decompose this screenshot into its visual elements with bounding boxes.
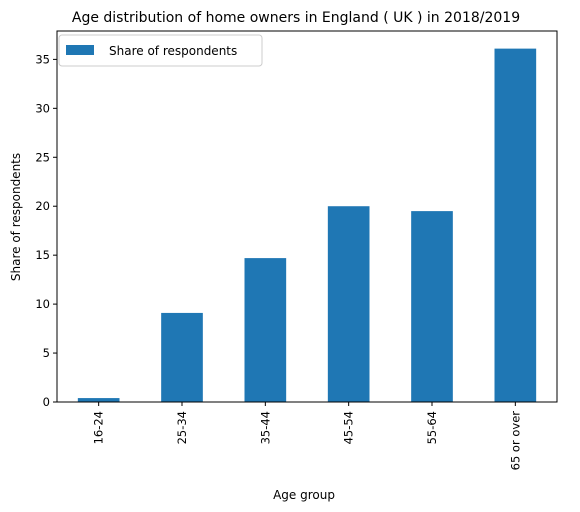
y-tick-label: 25 <box>35 150 50 164</box>
y-tick-label: 20 <box>35 199 50 213</box>
bar-55-64 <box>411 211 453 402</box>
x-tick-label: 35-44 <box>258 411 272 444</box>
legend: Share of respondents <box>58 34 263 67</box>
x-tick-label: 16-24 <box>92 411 106 444</box>
y-tick-label: 10 <box>35 297 50 311</box>
bar-16-24 <box>77 398 120 402</box>
x-axis-ticks: 16-24 25-34 35-44 45-54 55-64 65 or over <box>92 402 522 471</box>
bar-65-or-over <box>494 48 537 402</box>
y-tick-label: 30 <box>35 101 50 115</box>
bar-35-44 <box>244 258 287 402</box>
legend-box <box>58 34 263 67</box>
legend-swatch <box>66 45 94 55</box>
x-tick-label: 25-34 <box>175 411 189 444</box>
bars-group <box>77 48 537 402</box>
y-axis-ticks: 0 5 10 15 20 25 30 35 <box>35 52 57 409</box>
bar-25-34 <box>161 312 203 402</box>
x-axis-label: Age group <box>273 488 335 502</box>
y-tick-label: 5 <box>43 346 50 360</box>
y-tick-label: 35 <box>35 52 50 66</box>
chart-title: Age distribution of home owners in Engla… <box>72 10 520 26</box>
x-tick-label: 55-64 <box>425 411 439 444</box>
x-tick-label: 45-54 <box>342 411 356 444</box>
y-axis-label: Share of respondents <box>9 153 23 281</box>
bar-45-54 <box>327 206 370 402</box>
y-tick-label: 0 <box>43 395 50 409</box>
y-tick-label: 15 <box>35 248 50 262</box>
plot-frame <box>56 30 558 403</box>
legend-label: Share of respondents <box>109 44 237 58</box>
x-tick-label: 65 or over <box>508 411 522 471</box>
